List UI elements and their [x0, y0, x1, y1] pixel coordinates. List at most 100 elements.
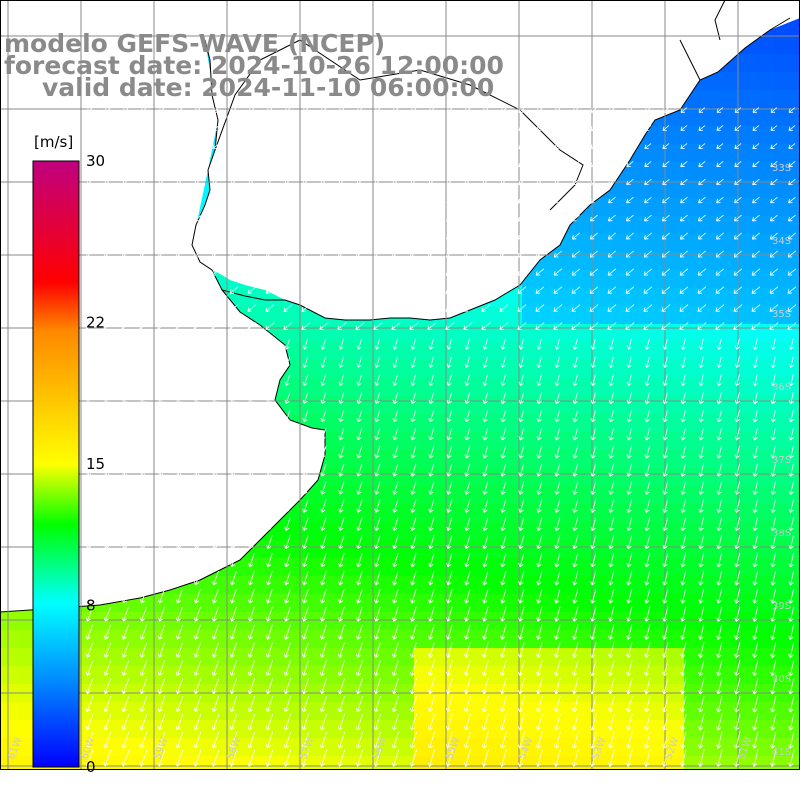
wind-arrow — [248, 427, 255, 441]
wind-arrow — [194, 178, 202, 186]
wind-arrow — [662, 481, 669, 495]
wind-arrow — [86, 481, 93, 495]
lat-label: 40S — [772, 674, 791, 685]
wind-arrow — [679, 250, 689, 258]
wind-arrow — [284, 481, 291, 495]
field-cell — [324, 630, 343, 649]
field-cell — [324, 486, 343, 505]
field-cell — [252, 576, 271, 595]
wind-arrow — [410, 445, 417, 459]
field-cell — [234, 702, 253, 721]
field-cell — [288, 540, 307, 559]
field-cell — [252, 738, 271, 757]
wind-arrow — [518, 107, 526, 113]
field-cell — [720, 720, 739, 739]
field-cell — [666, 270, 685, 289]
wind-arrow — [230, 481, 237, 495]
wind-arrow — [734, 445, 740, 459]
field-cell — [486, 558, 505, 577]
colorbar-tick-label: 30 — [86, 152, 105, 170]
field-cell — [504, 504, 523, 523]
field-cell — [576, 432, 595, 451]
field-cell — [468, 594, 487, 613]
field-cell — [612, 702, 631, 721]
wind-arrow — [572, 409, 579, 423]
wind-arrow — [662, 392, 668, 405]
wind-arrow — [122, 125, 130, 131]
wind-arrow — [464, 427, 471, 441]
wind-arrow — [266, 517, 273, 531]
field-cell — [594, 486, 613, 505]
wind-arrow — [662, 409, 668, 423]
wind-arrow — [518, 356, 524, 368]
wind-arrow — [464, 374, 471, 386]
wind-arrow — [554, 374, 560, 386]
field-cell — [90, 630, 109, 649]
field-cell — [648, 162, 667, 181]
field-cell — [378, 432, 397, 451]
wind-arrow — [212, 214, 220, 222]
wind-arrow — [500, 463, 507, 477]
field-cell — [396, 432, 415, 451]
wind-arrow — [356, 338, 363, 350]
wind-arrow — [769, 232, 778, 240]
wind-arrow — [698, 143, 706, 150]
field-cell — [378, 450, 397, 469]
wind-arrow — [212, 392, 219, 404]
field-cell — [648, 216, 667, 235]
field-cell — [378, 576, 397, 595]
wind-arrow — [446, 410, 453, 423]
wind-arrow — [104, 517, 111, 531]
wind-arrow — [211, 322, 221, 330]
field-cell — [504, 486, 523, 505]
field-cell — [666, 360, 685, 379]
wind-arrow — [536, 392, 543, 405]
field-cell — [216, 612, 235, 631]
wind-arrow — [481, 232, 490, 240]
field-cell — [414, 648, 433, 667]
field-cell — [486, 648, 505, 667]
field-cell — [396, 468, 415, 487]
field-cell — [756, 522, 775, 541]
field-cell — [540, 612, 559, 631]
wind-arrow — [212, 160, 220, 168]
wind-arrow — [427, 286, 437, 294]
wind-arrow — [140, 374, 147, 386]
wind-arrow — [787, 250, 797, 258]
field-cell — [504, 522, 523, 541]
wind-arrow — [536, 214, 544, 222]
field-cell — [378, 630, 397, 649]
wind-arrow — [284, 427, 291, 441]
wind-arrow — [356, 107, 364, 113]
wind-arrow — [122, 427, 129, 441]
wind-arrow — [464, 214, 472, 222]
wind-arrow — [284, 178, 292, 186]
field-cell — [450, 540, 469, 559]
field-cell — [522, 594, 541, 613]
wind-arrow — [158, 410, 165, 423]
field-cell — [648, 468, 667, 487]
wind-arrow — [644, 178, 652, 186]
field-cell — [342, 324, 361, 343]
field-cell — [288, 666, 307, 685]
field-cell — [396, 378, 415, 397]
wind-arrow — [301, 232, 310, 240]
field-cell — [468, 522, 487, 541]
field-cell — [558, 396, 577, 415]
wind-arrow — [104, 392, 111, 404]
field-cell — [720, 702, 739, 721]
field-cell — [450, 666, 469, 685]
field-cell — [666, 594, 685, 613]
wind-arrow — [572, 107, 580, 113]
wind-arrow — [662, 338, 668, 350]
wind-arrow — [320, 445, 327, 459]
wind-arrow — [590, 143, 598, 150]
wind-arrow — [716, 409, 722, 423]
wind-arrow — [247, 286, 257, 294]
field-cell — [342, 630, 361, 649]
field-cell — [522, 720, 541, 739]
wind-arrow — [122, 196, 130, 204]
wind-arrow — [193, 268, 203, 276]
field-cell — [486, 702, 505, 721]
wind-arrow — [266, 445, 273, 459]
